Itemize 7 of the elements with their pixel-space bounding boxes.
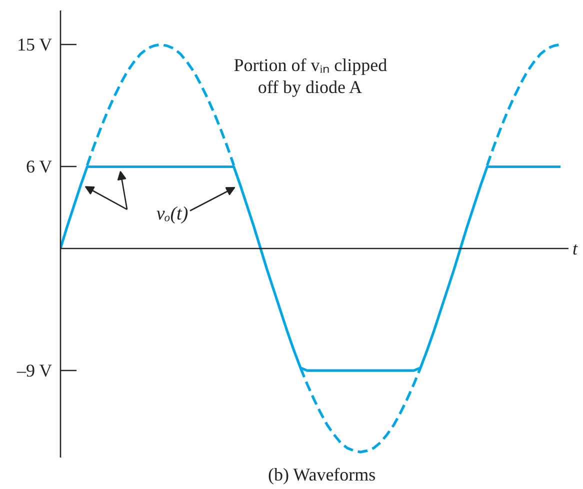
y-tick-label: 15 V — [17, 34, 52, 54]
annotation: Portion of vᵢₙ clipped off by diode A — [234, 55, 388, 98]
series-label: vₒ(t) — [156, 203, 188, 224]
y-tick-label: 6 V — [26, 156, 52, 177]
x-axis-title: t — [572, 238, 578, 258]
text: (b) Waveforms — [268, 464, 376, 484]
y-tick-label: –9 V — [16, 360, 52, 381]
